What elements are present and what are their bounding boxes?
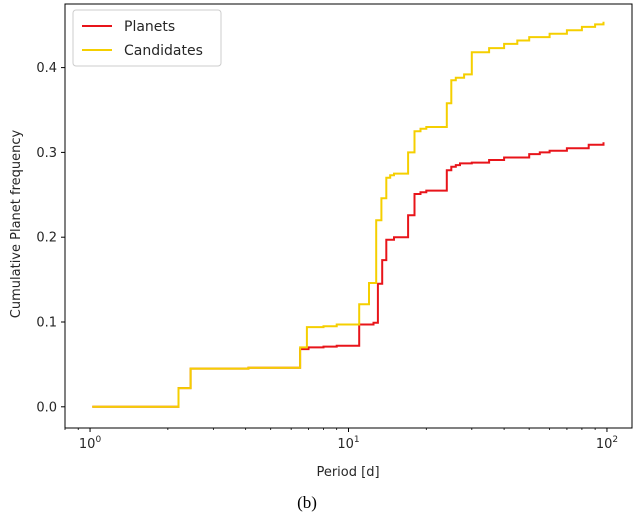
x-axis-label: Period [d] (316, 465, 379, 480)
x-tick-label: 101 (337, 435, 359, 452)
series-line-candidates (92, 21, 605, 408)
legend: Planets Candidates (72, 9, 222, 67)
y-tick-label: 0.4 (36, 61, 57, 76)
figure-caption: (b) (297, 493, 317, 512)
y-tick-label: 0.2 (36, 231, 57, 246)
plot-lines (92, 21, 605, 408)
legend-label-planets: Planets (124, 19, 175, 35)
x-axis: 100 101 102 (64, 428, 618, 452)
legend-box (72, 9, 222, 67)
x-tick-label: 100 (79, 435, 102, 452)
y-axis: 0.0 0.1 0.2 0.3 0.4 (36, 61, 65, 415)
y-tick-label: 0.3 (36, 146, 57, 161)
y-tick-label: 0.0 (36, 400, 57, 415)
x-tick-exponent: 1 (354, 435, 360, 445)
plot-frame (64, 3, 633, 429)
x-tick-base: 10 (79, 437, 96, 452)
x-tick-exponent: 0 (95, 435, 101, 445)
series-line-planets (92, 142, 605, 408)
legend-label-candidates: Candidates (124, 43, 203, 59)
x-tick-exponent: 2 (612, 435, 618, 445)
x-tick-base: 10 (337, 437, 354, 452)
x-tick-base: 10 (596, 437, 613, 452)
y-tick-label: 0.1 (36, 316, 57, 331)
y-axis-label: Cumulative Planet frequency (9, 129, 24, 318)
x-tick-label: 102 (596, 435, 618, 452)
